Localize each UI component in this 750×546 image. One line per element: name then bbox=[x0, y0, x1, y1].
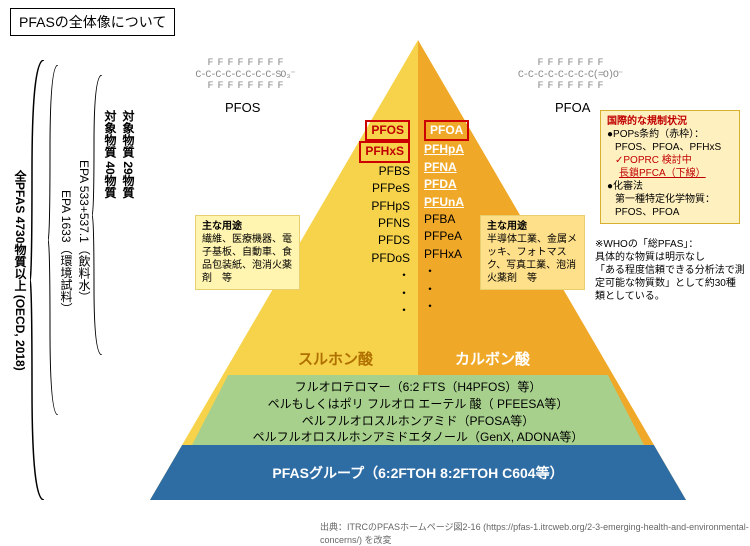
left-use-callout: 主な用途 繊維、医療機器、電子基板、自動車、食品包装紙、泡消火薬剤 等 bbox=[195, 215, 300, 290]
right-use-body: 半導体工業、金属メッキ、フォトマスク、写真工業、泡消火薬剤 等 bbox=[487, 233, 578, 285]
axis-target29: 対象物質 29物質 bbox=[120, 110, 137, 199]
mid-l4: ペルフルオロスルホンアミドエタノール（GenX, ADONA等） bbox=[192, 429, 644, 446]
reg-l6: 第一種特定化学物質： bbox=[607, 193, 733, 206]
regulatory-callout: 国際的な規制状況 ●POPs条約（赤枠）： PFOS、PFOA、PFHxS ✓P… bbox=[600, 110, 740, 224]
cat-sulfonic: スルホン酸 bbox=[298, 348, 373, 369]
brace-t40 bbox=[92, 75, 104, 355]
right-use-title: 主な用途 bbox=[487, 220, 578, 233]
page-title: PFASの全体像について bbox=[10, 8, 175, 36]
cat-carboxylic: カルボン酸 bbox=[455, 348, 530, 369]
axis-target40: 対象物質 40物質 bbox=[102, 110, 119, 199]
reg-l2: PFOS、PFOA、PFHxS bbox=[607, 141, 733, 154]
sulfonic-list: PFOSPFHxSPFBSPFPeSPFHpSPFNSPFDSPFDoS・・・ bbox=[338, 120, 410, 319]
sulfonic-item: ・ bbox=[338, 285, 410, 302]
sulfonic-item: PFNS bbox=[338, 215, 410, 232]
sulfonic-item: ・ bbox=[338, 267, 410, 284]
brace-all bbox=[30, 60, 46, 500]
who-note: ※WHOの「総PFAS」： 具体的な物質は明示なし 「ある程度信頼できる分析法で… bbox=[595, 238, 745, 303]
carboxylic-item: PFHpA bbox=[424, 141, 496, 158]
bot-band-text: PFASグループ（6:2FTOH 8:2FTOH C604等） bbox=[272, 465, 563, 481]
brace-epa1 bbox=[48, 65, 60, 415]
sulfonic-item: ・ bbox=[338, 302, 410, 319]
carboxylic-item: PFOA bbox=[424, 120, 496, 141]
mid-l3: ペルフルオロスルホンアミド（PFOSA等） bbox=[192, 413, 644, 430]
carboxylic-item: PFUnA bbox=[424, 194, 496, 211]
sulfonic-item: PFHpS bbox=[338, 198, 410, 215]
mid-band: フルオロテロマー（6:2 FTS（H4PFOS）等） ペルもしくはポリ フルオロ… bbox=[192, 375, 644, 445]
axis-epa1633: EPA 1633（環境試料） bbox=[58, 190, 75, 315]
left-use-body: 繊維、医療機器、電子基板、自動車、食品包装紙、泡消火薬剤 等 bbox=[202, 233, 293, 285]
reg-l1: ●POPs条約（赤枠）： bbox=[607, 128, 733, 141]
reg-l3: ✓POPRC 検討中 bbox=[607, 154, 733, 167]
reg-l7: PFOS、PFOA bbox=[607, 206, 733, 219]
left-use-title: 主な用途 bbox=[202, 220, 293, 233]
mid-l1: フルオロテロマー（6:2 FTS（H4PFOS）等） bbox=[192, 379, 644, 396]
right-use-callout: 主な用途 半導体工業、金属メッキ、フォトマスク、写真工業、泡消火薬剤 等 bbox=[480, 215, 585, 290]
sulfonic-item: PFDS bbox=[338, 232, 410, 249]
sulfonic-item: PFBS bbox=[338, 163, 410, 180]
reg-title: 国際的な規制状況 bbox=[607, 115, 733, 128]
sulfonic-item: PFDoS bbox=[338, 250, 410, 267]
axis-all-pfas: 全PFAS 4730物質以上 (OECD, 2018) bbox=[12, 170, 29, 371]
sulfonic-item: PFOS bbox=[338, 120, 410, 141]
axis-epa533: EPA 533+537.1（飲料水） bbox=[76, 160, 93, 303]
reg-l5: ●化審法 bbox=[607, 180, 733, 193]
carboxylic-item: ・ bbox=[424, 298, 496, 315]
carboxylic-item: PFDA bbox=[424, 176, 496, 193]
bot-band: PFASグループ（6:2FTOH 8:2FTOH C604等） bbox=[150, 445, 686, 500]
carboxylic-item: PFNA bbox=[424, 159, 496, 176]
source-line: 出典：ITRCのPFASホームページ図2-16 (https://pfas-1.… bbox=[320, 520, 750, 546]
sulfonic-item: PFPeS bbox=[338, 180, 410, 197]
reg-l4: 長鎖PFCA（下線） bbox=[607, 167, 733, 180]
mid-l2: ペルもしくはポリ フルオロ エーテル 酸（ PFEESA等） bbox=[192, 396, 644, 413]
sulfonic-item: PFHxS bbox=[338, 141, 410, 162]
